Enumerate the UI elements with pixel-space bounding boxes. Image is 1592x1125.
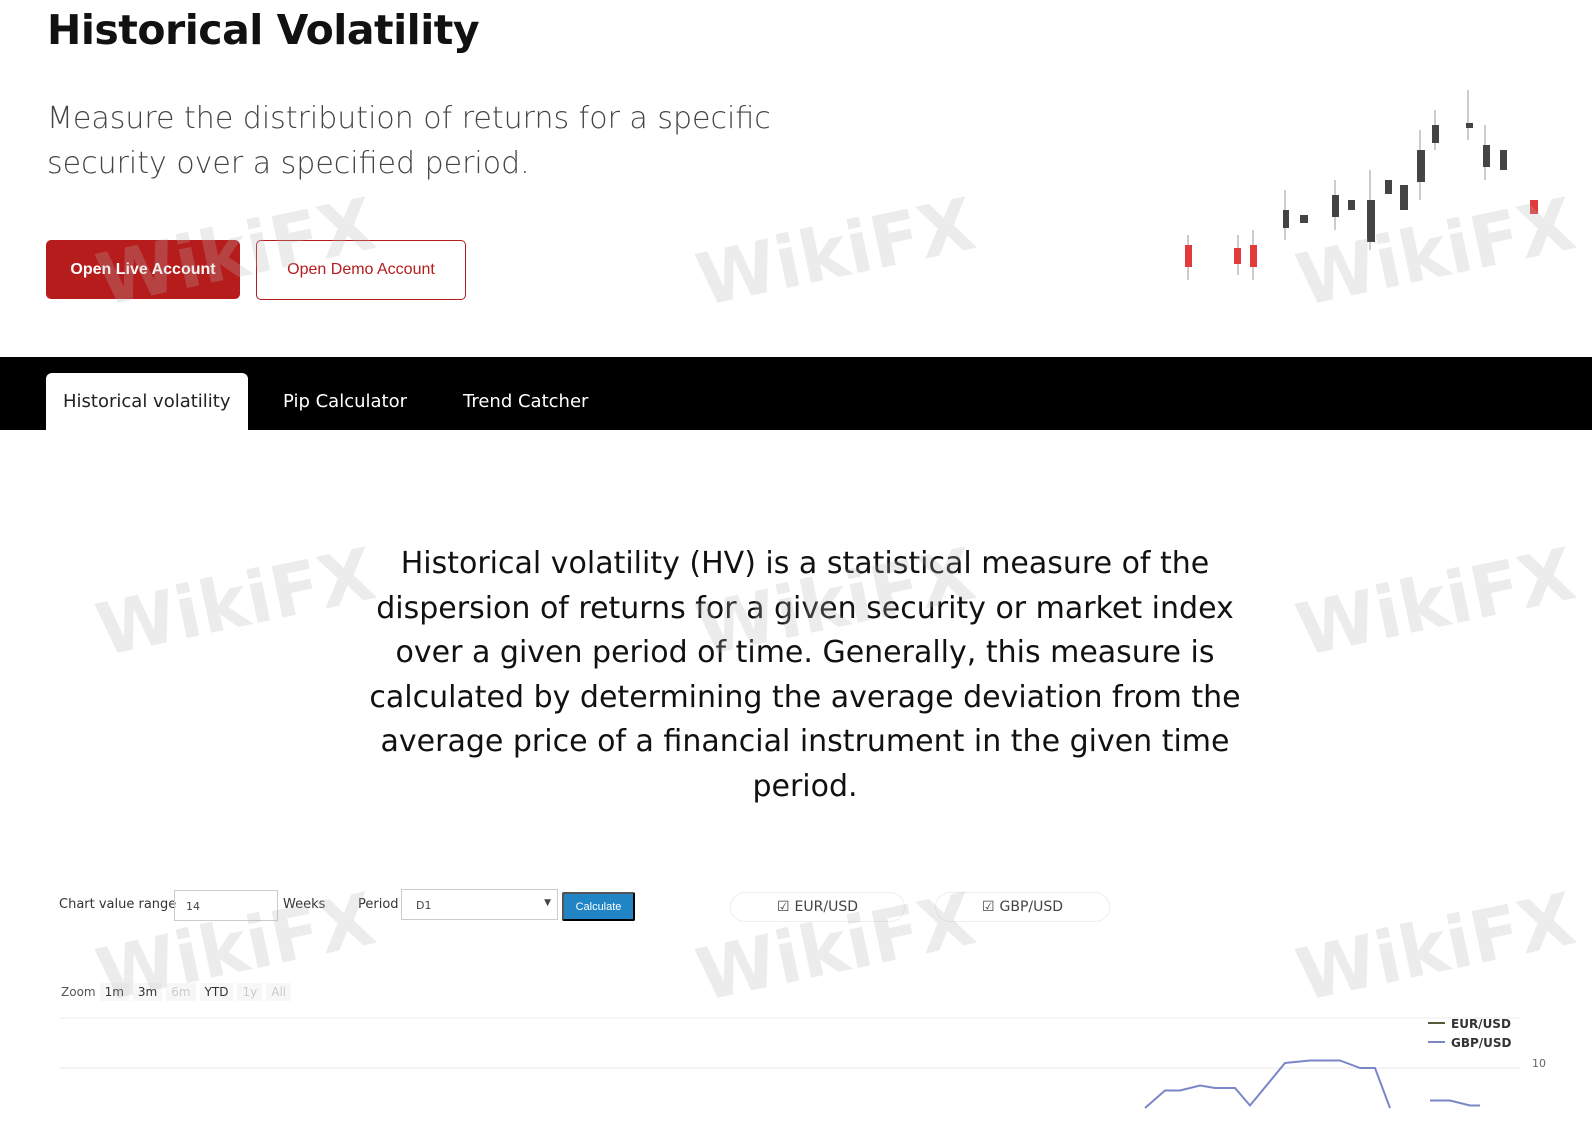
period-label: Period (358, 897, 399, 912)
tab-bar: Historical volatility Pip Calculator Tre… (0, 357, 1592, 430)
zoom-controls: Zoom 1m 3m 6m YTD 1y All (61, 983, 292, 1001)
zoom-1y-button: 1y (237, 983, 263, 1001)
zoom-1m-button[interactable]: 1m (99, 983, 129, 1001)
tab-trend-catcher[interactable]: Trend Catcher (463, 391, 589, 412)
zoom-ytd-button[interactable]: YTD (199, 983, 234, 1001)
period-select[interactable]: D1 ▼ (401, 889, 558, 920)
period-value: D1 (416, 899, 432, 912)
open-demo-account-button[interactable]: Open Demo Account (256, 240, 466, 300)
series-gbp-usd-line (1430, 1099, 1480, 1107)
zoom-3m-button[interactable]: 3m (132, 983, 163, 1001)
gbp-usd-toggle[interactable]: ☑ GBP/USD (935, 892, 1110, 922)
watermark: WikiFX (1289, 876, 1583, 1018)
candlestick-illustration (1185, 90, 1538, 280)
y-tick-label: 10 (1532, 1057, 1546, 1070)
page-subtitle: Measure the distribution of returns for … (47, 101, 771, 181)
pair-label: EUR/USD (794, 899, 858, 915)
checkbox-checked-icon[interactable]: ☑ (981, 899, 995, 915)
pair-label: GBP/USD (999, 899, 1064, 915)
range-input[interactable]: 14 (174, 890, 278, 921)
tab-pip-calculator[interactable]: Pip Calculator (283, 391, 408, 412)
zoom-all-button: All (266, 983, 292, 1001)
legend-eur-usd[interactable]: EUR/USD (1451, 1017, 1511, 1031)
tab-historical-volatility[interactable]: Historical volatility (46, 373, 248, 430)
description: Historical volatility (HV) is a statisti… (369, 546, 1241, 804)
watermark: WikiFX (1289, 531, 1583, 673)
range-label: Chart value range (59, 897, 177, 912)
watermark: WikiFX (89, 531, 383, 673)
volatility-chart: 10 EUR/USD GBP/USD (60, 1017, 1546, 1109)
series-gbp-usd-line (1144, 1059, 1391, 1109)
hero: Historical Volatility Measure the distri… (0, 0, 1592, 357)
page-title: Historical Volatility (47, 6, 480, 54)
eur-usd-toggle[interactable]: ☑ EUR/USD (730, 892, 905, 922)
checkbox-checked-icon[interactable]: ☑ (776, 899, 790, 915)
zoom-6m-button: 6m (166, 983, 196, 1001)
open-live-account-button[interactable]: Open Live Account (46, 240, 240, 299)
chevron-down-icon: ▼ (544, 898, 551, 908)
calculate-button[interactable]: Calculate (562, 892, 635, 921)
range-unit: Weeks (283, 897, 326, 912)
zoom-label: Zoom (61, 985, 96, 999)
legend-gbp-usd[interactable]: GBP/USD (1451, 1036, 1512, 1050)
